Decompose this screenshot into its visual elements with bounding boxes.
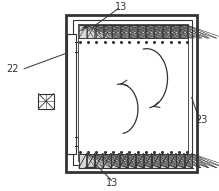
Bar bbox=[136, 154, 143, 168]
FancyBboxPatch shape bbox=[38, 94, 54, 109]
Bar bbox=[144, 154, 151, 168]
Text: 22: 22 bbox=[6, 64, 18, 74]
Bar bbox=[163, 25, 170, 38]
Bar bbox=[95, 154, 102, 168]
Bar bbox=[112, 25, 120, 38]
Bar bbox=[96, 25, 103, 38]
Bar bbox=[87, 154, 94, 168]
Bar bbox=[160, 154, 168, 168]
Bar bbox=[87, 25, 95, 38]
Text: 23: 23 bbox=[195, 115, 208, 125]
Bar bbox=[121, 25, 129, 38]
Bar bbox=[138, 25, 145, 38]
Bar bbox=[177, 154, 184, 168]
Bar bbox=[168, 154, 176, 168]
FancyBboxPatch shape bbox=[66, 15, 197, 172]
Bar bbox=[171, 25, 179, 38]
Bar bbox=[129, 25, 137, 38]
Bar bbox=[120, 154, 127, 168]
FancyBboxPatch shape bbox=[67, 34, 76, 154]
Bar bbox=[185, 154, 192, 168]
Text: 13: 13 bbox=[115, 2, 128, 12]
Bar bbox=[79, 154, 86, 168]
Bar bbox=[146, 25, 154, 38]
Text: 13: 13 bbox=[106, 178, 118, 188]
Bar bbox=[180, 25, 187, 38]
Bar bbox=[152, 154, 159, 168]
Bar bbox=[79, 25, 87, 38]
Bar bbox=[111, 154, 119, 168]
Bar bbox=[154, 25, 162, 38]
Bar bbox=[128, 154, 135, 168]
Bar bbox=[103, 154, 111, 168]
Bar bbox=[104, 25, 112, 38]
